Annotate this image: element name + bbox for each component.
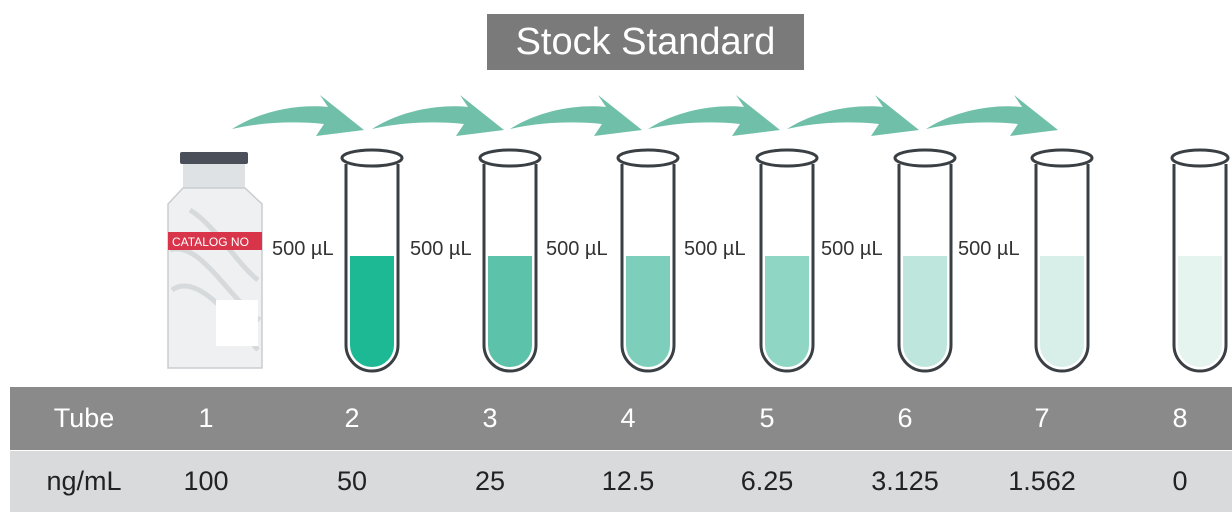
tube-3-liquid [488, 256, 532, 367]
transfer-arrow-3 [510, 95, 642, 136]
row-header-tube: Tube [53, 403, 115, 433]
stock-vial: CATALOG NO [167, 152, 263, 369]
transfer-volume-label: 500 µL [546, 238, 608, 260]
transfer-arrow-4 [648, 95, 780, 136]
transfer-arrows [232, 95, 1058, 136]
transfer-volume-label: 500 µL [958, 238, 1020, 260]
transfer-arrow-6 [926, 95, 1058, 136]
serial-dilution-diagram: CATALOG NO [167, 95, 1230, 373]
tube-number-cell: 6 [897, 403, 913, 433]
transfer-arrow-2 [372, 95, 504, 136]
tube-number-cell: 7 [1034, 403, 1050, 433]
concentration-cell: 1.562 [1008, 466, 1076, 496]
tube-number-cell: 4 [620, 403, 636, 433]
tube-number-cell: 1 [198, 403, 214, 433]
concentration-cell: 6.25 [740, 466, 794, 496]
tube-number-cell: 8 [1172, 403, 1188, 433]
tube-2-liquid [350, 256, 394, 367]
tube-5 [755, 148, 819, 373]
tube-7 [1030, 148, 1094, 373]
tube-6 [893, 148, 957, 373]
concentration-row: ng/mL 100 50 25 12.5 6.25 3.125 1.562 0 [10, 451, 1232, 512]
tube-number-cell: 2 [344, 403, 360, 433]
concentration-cell: 3.125 [871, 466, 939, 496]
transfer-volume-label: 500 µL [410, 238, 472, 260]
tube-2 [340, 148, 404, 373]
vial-label: CATALOG NO [172, 235, 249, 249]
tube-5-liquid [765, 256, 809, 367]
tube-8 [1170, 148, 1230, 373]
tube-number-row: Tube 1 2 3 4 5 6 7 8 [10, 387, 1232, 450]
tube-4 [616, 148, 680, 373]
concentration-cell: 12.5 [601, 466, 655, 496]
page-title: Stock Standard [487, 14, 804, 70]
concentration-cell: 100 [183, 466, 229, 496]
transfer-volume-label: 500 µL [272, 238, 334, 260]
tube-number-cell: 3 [482, 403, 498, 433]
transfer-volume-label: 500 µL [821, 238, 883, 260]
row-header-concentration: ng/mL [46, 466, 122, 496]
concentration-cell: 0 [1172, 466, 1188, 496]
tube-3 [478, 148, 542, 373]
tube-6-liquid [903, 256, 947, 367]
transfer-volume-label: 500 µL [684, 238, 746, 260]
tube-4-liquid [626, 256, 670, 367]
concentration-cell: 25 [474, 466, 506, 496]
transfer-arrow-1 [232, 95, 364, 136]
transfer-arrow-5 [787, 95, 919, 136]
tube-8-liquid [1178, 256, 1222, 367]
tube-7-liquid [1040, 256, 1084, 367]
concentration-cell: 50 [336, 466, 368, 496]
tube-number-cell: 5 [759, 403, 775, 433]
